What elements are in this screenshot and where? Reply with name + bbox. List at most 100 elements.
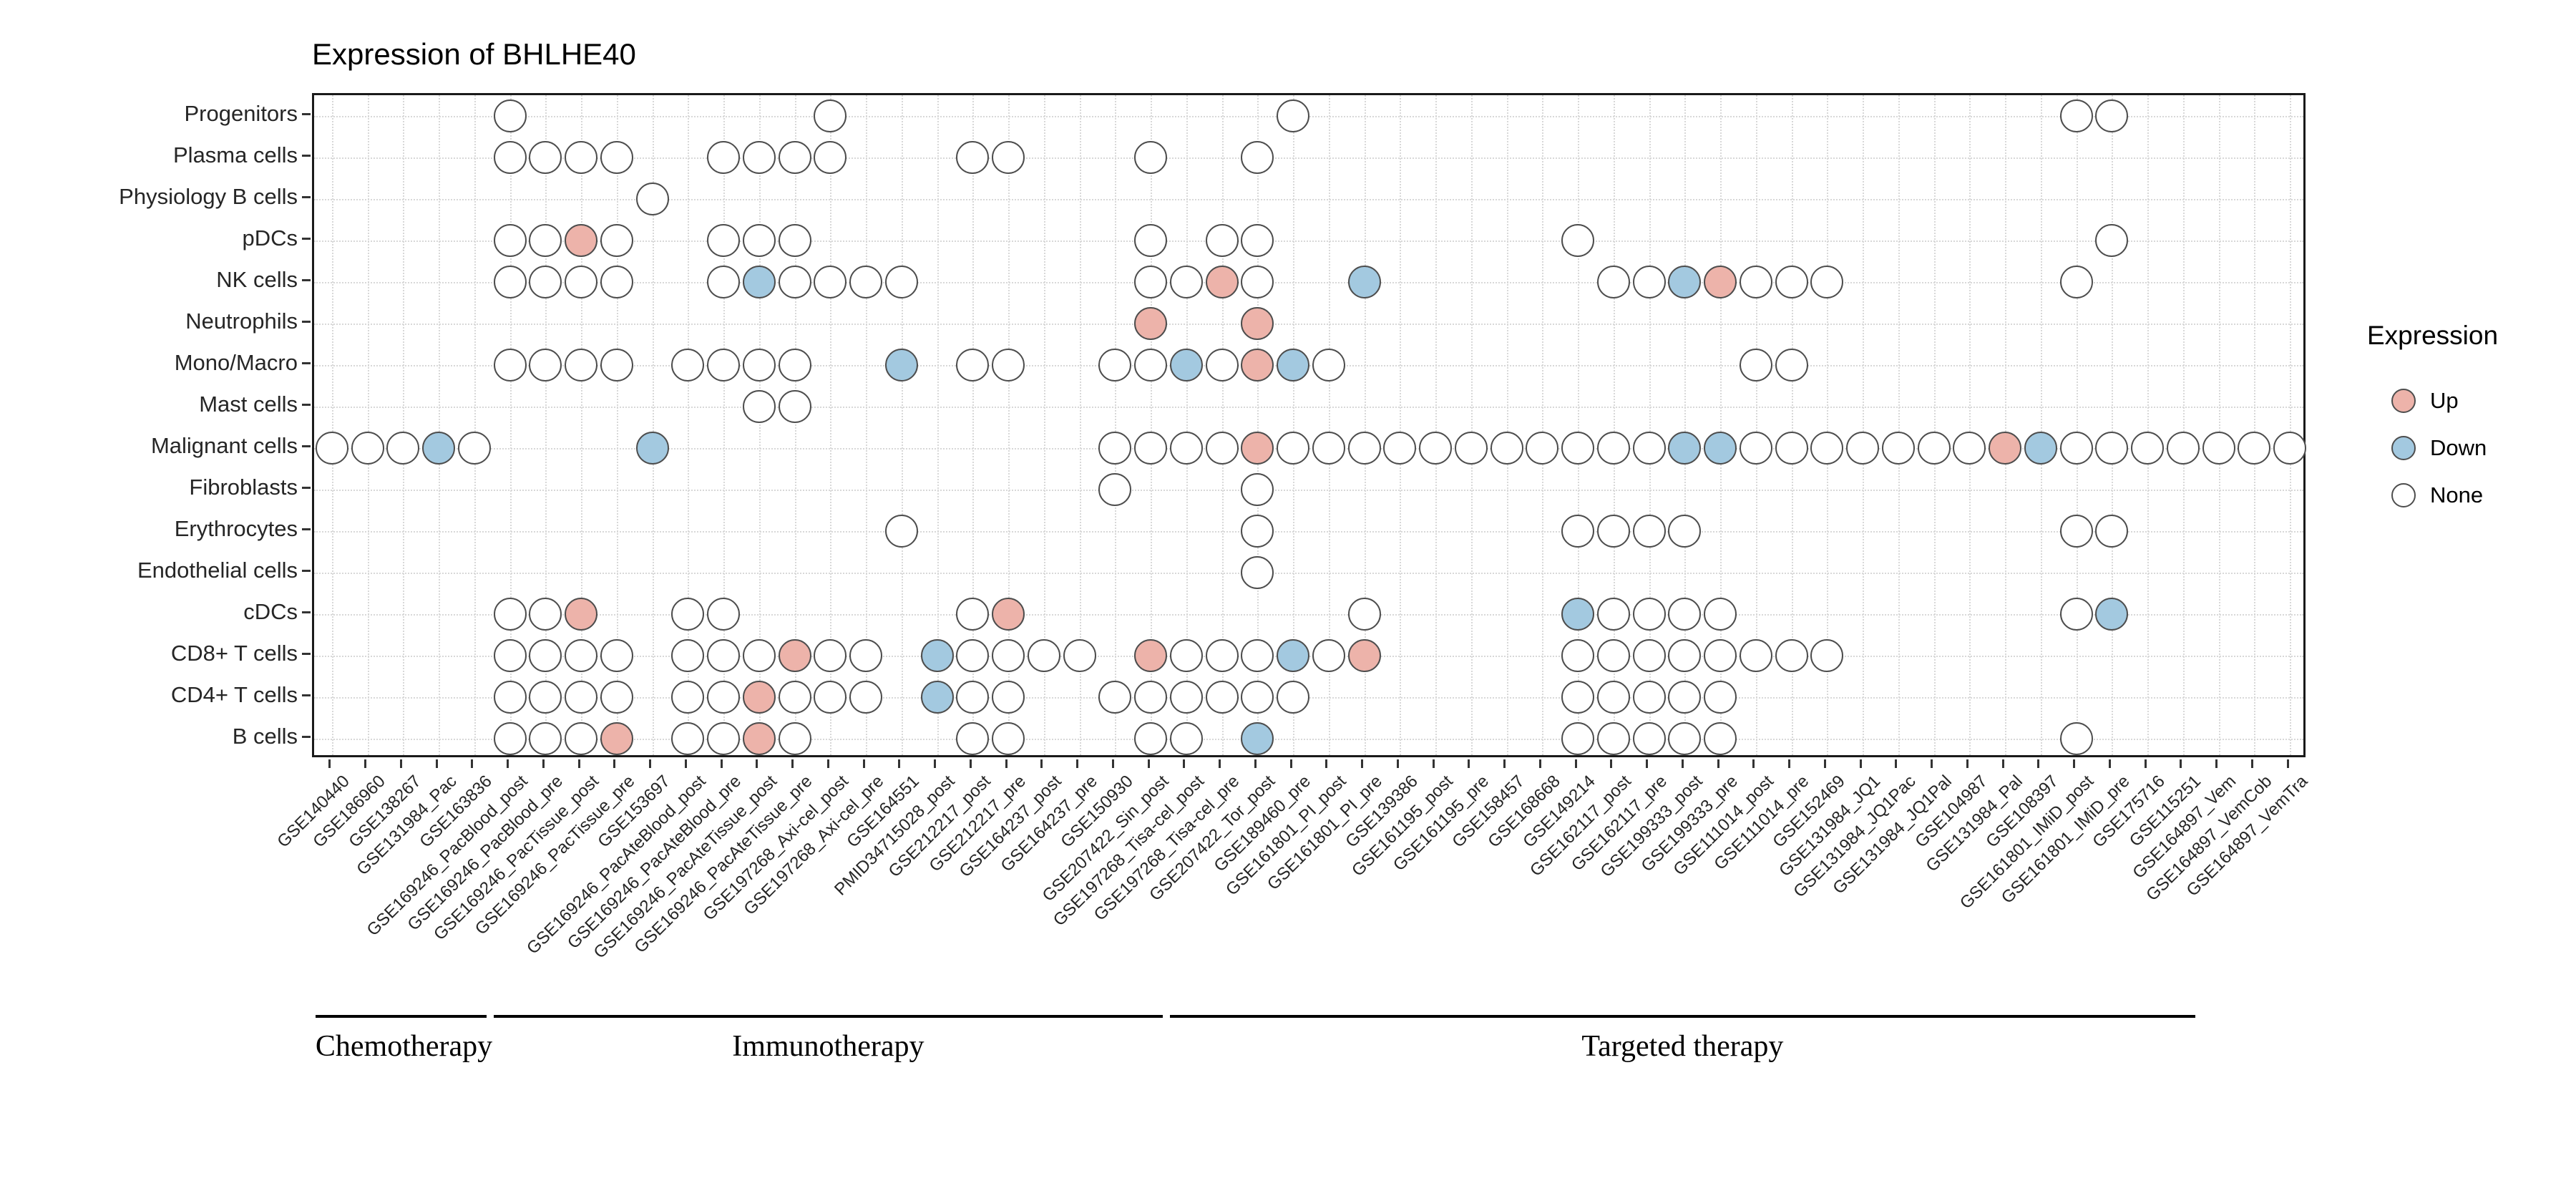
expression-dot [635,432,669,465]
expression-dot [742,266,776,298]
expression-dot [707,639,741,672]
expression-dot [849,639,883,672]
expression-dot [1810,639,1844,672]
x-axis-tick [720,759,723,768]
expression-dot [1241,266,1274,298]
expression-dot [920,681,954,714]
x-axis-tick [1574,759,1577,768]
x-axis-tick [1005,759,1008,768]
x-axis-tick [507,759,509,768]
grid-line-vertical [2005,95,2007,755]
x-axis-tick [1895,759,1898,768]
expression-dot [1704,639,1737,672]
grid-line-horizontal [314,739,2303,740]
x-axis-tick [1468,759,1470,768]
grid-line-horizontal [314,157,2303,159]
grid-line-vertical [1613,95,1615,755]
y-axis-tick [302,361,311,364]
grid-line-vertical [723,95,726,755]
x-axis-tick [435,759,438,768]
x-axis-tick [471,759,474,768]
expression-dot [2059,99,2093,132]
expression-dot [1454,432,1488,465]
y-axis-label: Erythrocytes [174,516,298,541]
expression-dot [600,639,633,672]
expression-dot [457,432,491,465]
expression-dot [529,349,562,381]
grid-line-horizontal [314,490,2303,491]
grid-line-vertical [1328,95,1330,755]
expression-dot [493,598,527,631]
grid-line-vertical [688,95,690,755]
expression-dot [493,349,527,381]
y-axis-tick [302,444,311,447]
expression-dot [1169,681,1203,714]
y-axis-tick [302,611,311,613]
group-underline [493,1015,1163,1018]
expression-dot [2131,432,2165,465]
expression-dot [671,598,705,631]
grid-line-vertical [2112,95,2114,755]
expression-dot [600,349,633,381]
x-axis-tick [1752,759,1755,768]
x-axis-tick [2037,759,2040,768]
x-axis-tick [2108,759,2111,768]
grid-line-horizontal [314,614,2303,616]
grid-line-vertical [1684,95,1687,755]
expression-dot [778,266,811,298]
expression-dot [1205,266,1239,298]
expression-dot [1668,266,1702,298]
grid-line-vertical [972,95,975,755]
expression-dot [1098,432,1132,465]
x-axis-tick [1183,759,1186,768]
x-axis-tick [969,759,972,768]
expression-dot [2273,432,2307,465]
grid-line-vertical [2218,95,2220,755]
expression-dot [992,598,1025,631]
group-label: Chemotherapy [315,1030,493,1063]
expression-dot [1134,432,1168,465]
expression-dot [742,224,776,257]
expression-dot [1561,598,1595,631]
x-axis-tick [1325,759,1328,768]
expression-dot [565,141,598,174]
x-axis-tick [1219,759,1221,768]
expression-dot [529,722,562,755]
group-label: Targeted therapy [1581,1030,1784,1063]
expression-dot [1810,432,1844,465]
expression-dot [1632,722,1666,755]
x-axis-tick [791,759,794,768]
x-axis-tick [1966,759,1968,768]
expression-dot [1383,432,1417,465]
expression-dot [1134,224,1168,257]
grid-line-vertical [1720,95,1722,755]
expression-dot [493,224,527,257]
expression-dot [1277,432,1310,465]
grid-line-vertical [1506,95,1508,755]
expression-dot [2166,432,2200,465]
grid-line-vertical [1008,95,1010,755]
expression-dot [1704,722,1737,755]
expression-dot [1561,224,1595,257]
expression-dot [707,722,741,755]
grid-line-vertical [2040,95,2042,755]
y-axis-tick [302,195,311,198]
expression-dot [956,722,990,755]
expression-dot [1277,99,1310,132]
expression-dot [1347,432,1381,465]
expression-dot [992,681,1025,714]
expression-dot [1917,432,1951,465]
expression-dot [814,639,847,672]
grid-line-vertical [474,95,476,755]
expression-dot [600,141,633,174]
grid-line-vertical [1079,95,1081,755]
y-axis-label: Progenitors [184,101,298,126]
expression-dot [671,349,705,381]
grid-line-vertical [2254,95,2256,755]
expression-dot [493,722,527,755]
grid-line-vertical [1791,95,1793,755]
expression-dot [1668,515,1702,548]
expression-dot [351,432,384,465]
y-axis-tick [302,528,311,530]
expression-dot [2095,515,2129,548]
